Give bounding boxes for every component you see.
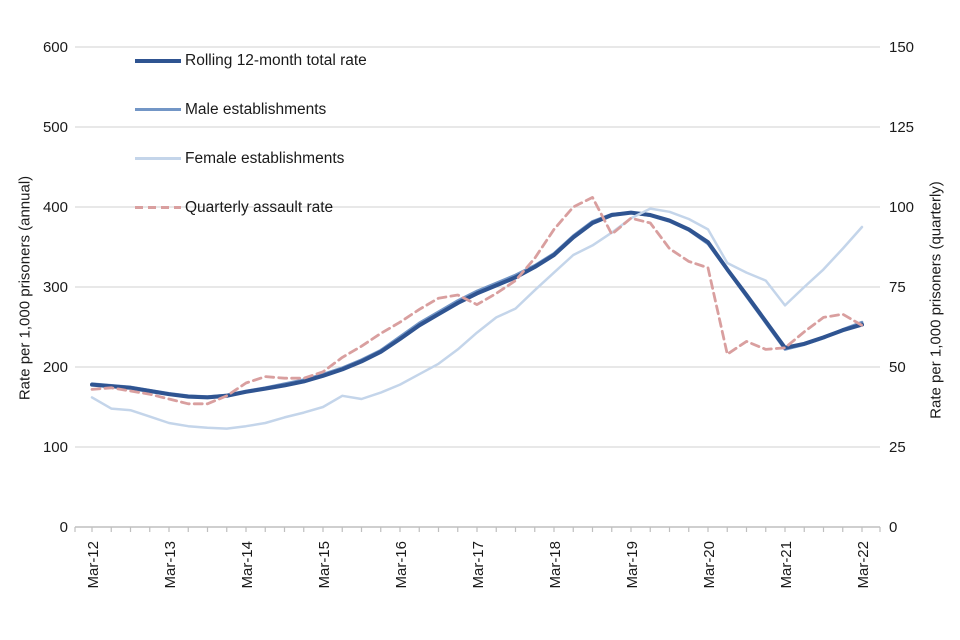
legend-item-male-establishments: Male establishments	[135, 85, 367, 134]
legend-item-rolling-12-month-total-rate: Rolling 12-month total rate	[135, 36, 367, 85]
legend-line-swatch-female-icon	[135, 157, 181, 160]
left-axis-tick-label-0: 0	[60, 519, 68, 536]
series-line-quarterly-assault-rate	[90, 195, 864, 406]
chart-legend: Rolling 12-month total rate Male establi…	[135, 36, 367, 232]
left-axis-tick-label-100: 100	[43, 439, 68, 456]
left-axis-tick-label-600: 600	[43, 39, 68, 56]
legend-label-male: Male establishments	[185, 100, 327, 118]
x-axis-label-Mar-21: Mar-21	[778, 541, 795, 589]
x-axis-label-Mar-17: Mar-17	[470, 541, 487, 589]
right-axis-tick-label-25: 25	[889, 439, 906, 456]
x-axis-label-Mar-12: Mar-12	[85, 541, 102, 589]
x-axis-label-Mar-20: Mar-20	[701, 541, 718, 589]
x-axis-label-Mar-14: Mar-14	[239, 541, 256, 589]
right-axis-tick-label-100: 100	[889, 199, 914, 216]
legend-item-quarterly-assault-rate: Quarterly assault rate	[135, 183, 367, 232]
x-axis-label-Mar-18: Mar-18	[547, 541, 564, 589]
left-axis-tick-label-300: 300	[43, 279, 68, 296]
x-axis-label-Mar-13: Mar-13	[162, 541, 179, 589]
x-axis-label-Mar-16: Mar-16	[393, 541, 410, 589]
x-axis-label-Mar-15: Mar-15	[316, 541, 333, 589]
legend-label-total: Rolling 12-month total rate	[185, 51, 367, 69]
left-axis-tick-label-200: 200	[43, 359, 68, 376]
x-axis-label-Mar-22: Mar-22	[855, 541, 872, 589]
right-axis-tick-label-125: 125	[889, 119, 914, 136]
right-axis-title: Rate per 1,000 prisoners (quarterly)	[927, 181, 945, 419]
legend-line-swatch-total-icon	[135, 58, 181, 63]
legend-label-female: Female establishments	[185, 149, 345, 167]
right-axis-tick-label-75: 75	[889, 279, 906, 296]
legend-label-quarterly: Quarterly assault rate	[185, 198, 334, 216]
left-axis-tick-label-400: 400	[43, 199, 68, 216]
series-line-female-establishments	[90, 207, 864, 430]
x-axis-label-Mar-19: Mar-19	[624, 541, 641, 589]
right-axis-tick-label-50: 50	[889, 359, 906, 376]
series-line-rolling-12-month-total-rate	[90, 210, 864, 400]
legend-line-swatch-male-icon	[135, 108, 181, 111]
left-axis-tick-label-500: 500	[43, 119, 68, 136]
right-axis-tick-label-0: 0	[889, 519, 897, 536]
legend-line-swatch-quarterly-icon	[135, 206, 181, 209]
left-axis-title: Rate per 1,000 prisoners (annual)	[16, 175, 34, 401]
legend-item-female-establishments: Female establishments	[135, 134, 367, 183]
right-axis-tick-label-150: 150	[889, 39, 914, 56]
